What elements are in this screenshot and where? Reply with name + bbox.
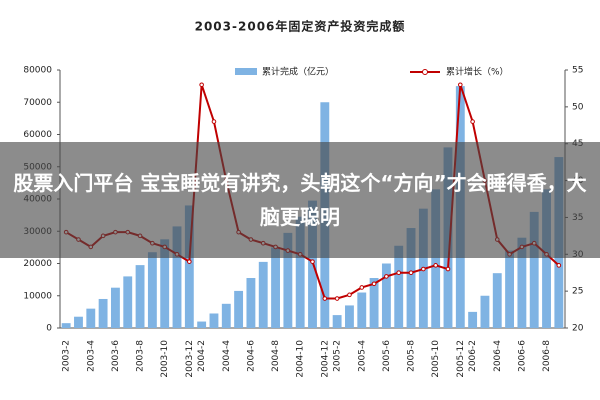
bar bbox=[283, 232, 293, 328]
bar bbox=[431, 189, 441, 328]
x-tick-label: 2005-6 bbox=[382, 340, 392, 372]
bar bbox=[381, 263, 391, 328]
y-tick-label: 70000 bbox=[23, 98, 52, 108]
x-tick-label: 2004-12 bbox=[320, 340, 330, 378]
y2-tick-label: 20 bbox=[572, 324, 584, 334]
bar bbox=[357, 292, 367, 328]
x-tick-label: 2006-4 bbox=[493, 340, 503, 372]
x-tick-label: 2003-4 bbox=[86, 340, 96, 372]
caption-banner: 股票入门平台 宝宝睡觉有讲究，头朝这个“方向”才会睡得香，大脑更聪明 bbox=[0, 142, 600, 258]
bar bbox=[345, 305, 354, 328]
bar bbox=[74, 316, 83, 328]
line-marker bbox=[211, 119, 217, 124]
bar bbox=[135, 265, 145, 328]
x-tick-label: 2005-8 bbox=[407, 340, 417, 372]
line-marker bbox=[199, 82, 204, 88]
y2-tick-label: 55 bbox=[572, 66, 583, 76]
x-tick-label: 2004-10 bbox=[296, 340, 306, 378]
line-marker bbox=[556, 263, 562, 268]
bar bbox=[529, 211, 539, 328]
line-marker bbox=[384, 274, 389, 279]
bar bbox=[542, 189, 551, 328]
line-marker bbox=[470, 119, 475, 124]
line-marker bbox=[433, 263, 438, 268]
bar bbox=[492, 273, 502, 328]
bar bbox=[517, 237, 527, 328]
legend-label: 累计增长（%） bbox=[446, 66, 509, 78]
y-tick-label: 10000 bbox=[23, 291, 52, 301]
bar bbox=[468, 311, 478, 328]
line-marker bbox=[359, 285, 365, 290]
line-marker bbox=[187, 259, 192, 264]
line-marker bbox=[310, 259, 315, 264]
line-marker bbox=[445, 266, 451, 272]
bar bbox=[394, 245, 404, 328]
bar bbox=[209, 313, 219, 328]
x-tick-label: 2006-8 bbox=[542, 340, 552, 372]
legend-swatch bbox=[235, 68, 257, 75]
bar bbox=[480, 295, 490, 328]
x-tick-label: 2005-4 bbox=[357, 340, 367, 372]
y2-tick-label: 25 bbox=[572, 287, 583, 297]
y-tick-label: 80000 bbox=[23, 66, 52, 76]
x-tick-label: 2004-8 bbox=[271, 340, 281, 372]
y-tick-label: 0 bbox=[46, 324, 52, 334]
bar bbox=[505, 250, 515, 328]
x-tick-label: 2003-10 bbox=[160, 340, 170, 378]
legend-swatch bbox=[422, 69, 428, 75]
bar bbox=[160, 239, 170, 328]
y2-tick-label: 50 bbox=[572, 102, 584, 112]
bar bbox=[234, 290, 244, 328]
line-marker bbox=[371, 281, 377, 287]
x-tick-label: 2003-2 bbox=[62, 340, 72, 372]
x-tick-label: 2005-10 bbox=[431, 340, 441, 378]
line-marker bbox=[347, 292, 352, 298]
bar bbox=[110, 287, 120, 328]
line-marker bbox=[322, 296, 328, 301]
bar bbox=[369, 278, 379, 328]
line-marker bbox=[408, 270, 414, 276]
line-marker bbox=[396, 270, 402, 276]
x-tick-label: 2004-6 bbox=[246, 340, 256, 372]
bar bbox=[172, 226, 182, 328]
bar bbox=[61, 323, 71, 328]
bar bbox=[295, 216, 305, 328]
x-tick-label: 2004-2 bbox=[197, 340, 207, 372]
x-tick-label: 2006-6 bbox=[517, 340, 527, 372]
x-tick-label: 2005-12 bbox=[456, 340, 466, 378]
bar bbox=[246, 278, 256, 328]
line-marker bbox=[421, 266, 426, 272]
caption: 股票入门平台 宝宝睡觉有讲究，头朝这个“方向”才会睡得香，大脑更聪明 bbox=[13, 171, 587, 229]
x-tick-label: 2003-6 bbox=[111, 340, 121, 372]
bar bbox=[98, 298, 108, 328]
bar bbox=[221, 303, 231, 328]
x-tick-label: 2006-2 bbox=[468, 340, 478, 372]
bar bbox=[271, 247, 280, 328]
x-tick-label: 2004-4 bbox=[222, 340, 232, 372]
chart-title: 2003-2006年固定资产投资完成额 bbox=[195, 19, 406, 34]
bar bbox=[258, 261, 268, 328]
bar bbox=[197, 321, 207, 328]
line-marker bbox=[458, 82, 463, 88]
x-tick-label: 2003-8 bbox=[136, 340, 146, 372]
x-tick-label: 2003-12 bbox=[185, 340, 195, 378]
line-marker bbox=[334, 296, 340, 301]
bar bbox=[123, 276, 133, 328]
x-tick-label: 2005-2 bbox=[333, 340, 343, 372]
y-tick-label: 60000 bbox=[23, 130, 52, 140]
bar bbox=[184, 205, 194, 328]
bar bbox=[147, 252, 157, 328]
bar bbox=[332, 315, 342, 328]
bar bbox=[86, 308, 96, 328]
legend-label: 累计完成（亿元） bbox=[262, 66, 334, 78]
bar bbox=[406, 228, 416, 328]
y-tick-label: 20000 bbox=[23, 259, 52, 269]
